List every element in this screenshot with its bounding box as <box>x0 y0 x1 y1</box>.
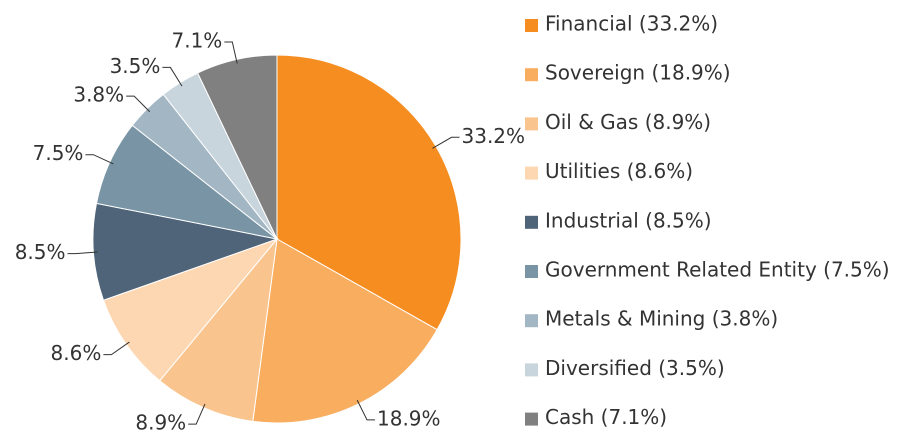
legend-swatch <box>525 314 538 328</box>
legend-swatch <box>525 215 538 229</box>
legend-swatch <box>525 265 538 278</box>
leader-line <box>126 95 151 113</box>
leader-line <box>356 399 376 421</box>
data-label: 3.5% <box>110 54 161 78</box>
legend-swatch <box>525 166 538 180</box>
data-label: 33.2% <box>462 124 526 148</box>
leader-line <box>85 154 114 165</box>
data-label: 8.5% <box>15 240 66 264</box>
legend-label: Metals & Mining (3.8%) <box>545 307 778 331</box>
legend-label: Oil & Gas (8.9%) <box>545 110 711 134</box>
legend-label: Industrial (8.5%) <box>545 208 712 232</box>
legend-label: Sovereign (18.9%) <box>545 61 731 85</box>
legend-swatch <box>525 19 538 32</box>
legend-swatch <box>525 363 538 377</box>
leader-line <box>162 66 183 87</box>
data-label: 7.1% <box>172 29 223 53</box>
data-label: 8.6% <box>51 341 102 365</box>
legend-swatch <box>525 117 538 131</box>
leader-line <box>432 136 460 149</box>
legend-label: Utilities (8.6%) <box>545 159 693 183</box>
data-label: 3.8% <box>73 83 124 107</box>
data-label: 7.5% <box>33 141 84 165</box>
legend-swatch <box>525 412 538 426</box>
legend-swatch <box>525 68 538 82</box>
data-label: 8.9% <box>135 411 186 432</box>
legend-label: Government Related Entity (7.5%) <box>545 258 890 282</box>
leader-line <box>67 251 98 255</box>
leader-line <box>224 41 238 64</box>
data-label: 18.9% <box>377 406 441 430</box>
leader-line <box>188 403 206 425</box>
leader-line <box>103 341 130 356</box>
legend-label: Diversified (3.5%) <box>545 356 725 380</box>
legend-label: Cash (7.1%) <box>545 405 667 429</box>
legend-label: Financial (33.2%) <box>545 12 718 36</box>
